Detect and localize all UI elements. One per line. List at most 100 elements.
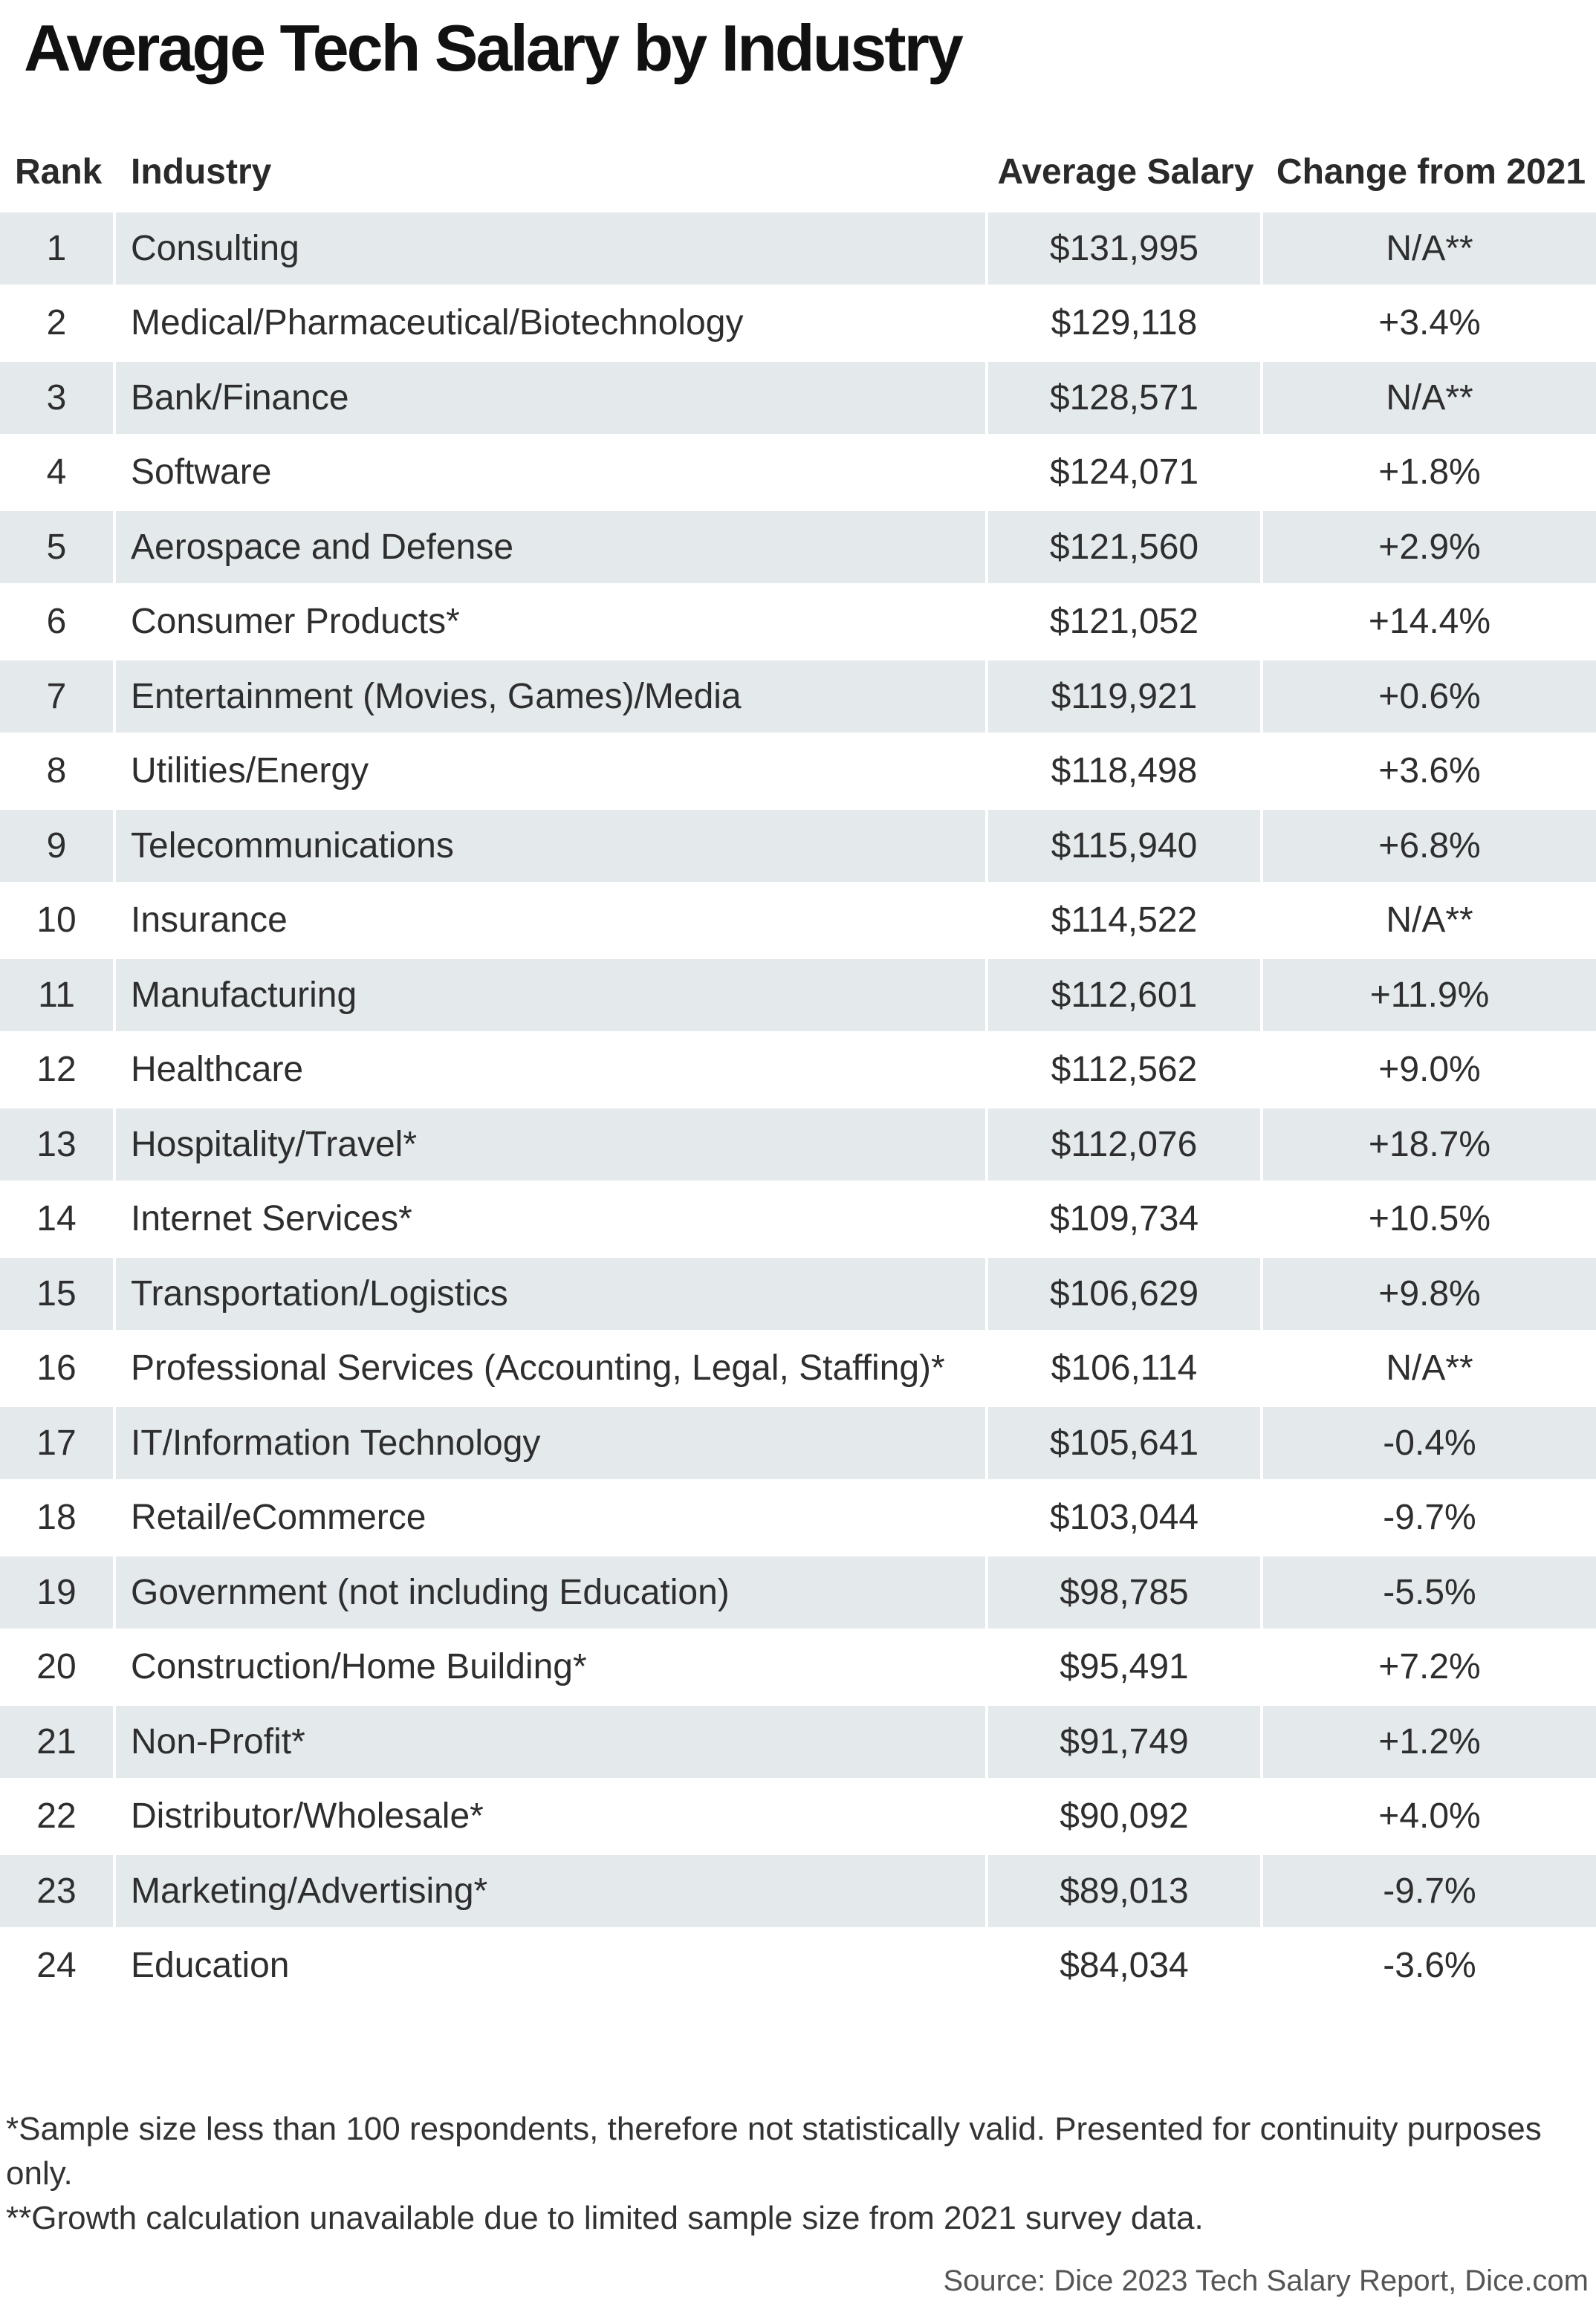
table-row: 6 Consumer Products* $121,052 +14.4% <box>0 585 1596 660</box>
industry-cell: Software <box>131 452 272 493</box>
table-row: 9 Telecommunications $115,940 +6.8% <box>0 808 1596 883</box>
industry-cell: Distributor/Wholesale* <box>131 1796 484 1837</box>
salary-cell: $124,071 <box>1049 452 1199 493</box>
column-header-average-salary: Average Salary <box>997 152 1254 192</box>
page-title: Average Tech Salary by Industry <box>24 11 964 85</box>
industry-cell: Entertainment (Movies, Games)/Media <box>116 660 985 733</box>
salary-cell: $119,921 <box>988 660 1260 733</box>
industry-cell: Retail/eCommerce <box>131 1498 426 1538</box>
footnote-sample-size: *Sample size less than 100 respondents, … <box>6 2111 1542 2192</box>
salary-cell: $112,601 <box>988 959 1260 1031</box>
industry-cell: Telecommunications <box>116 810 985 882</box>
industry-cell: Internet Services* <box>131 1199 412 1239</box>
salary-table: Rank Industry Average Salary Change from… <box>0 134 1596 2003</box>
change-cell: -3.6% <box>1383 1946 1476 1986</box>
table-row: 10 Insurance $114,522 N/A** <box>0 883 1596 958</box>
change-cell: +4.0% <box>1378 1796 1481 1837</box>
table-row: 15 Transportation/Logistics $106,629 +9.8% <box>0 1256 1596 1331</box>
industry-cell: Transportation/Logistics <box>116 1258 985 1330</box>
table-row: 22 Distributor/Wholesale* $90,092 +4.0% <box>0 1779 1596 1854</box>
salary-cell: $90,092 <box>1060 1796 1189 1837</box>
industry-cell: Consumer Products* <box>131 602 460 642</box>
table-row: 17 IT/Information Technology $105,641 -0.4% <box>0 1406 1596 1481</box>
rank-cell: 13 <box>0 1108 113 1181</box>
industry-cell: Marketing/Advertising* <box>116 1855 985 1927</box>
rank-cell: 23 <box>0 1855 113 1927</box>
industry-cell: Education <box>131 1946 290 1986</box>
table-row: 8 Utilities/Energy $118,498 +3.6% <box>0 734 1596 809</box>
rank-cell: 20 <box>36 1647 77 1687</box>
table-row: 2 Medical/Pharmaceutical/Biotechnology $12… <box>0 286 1596 361</box>
rank-cell: 17 <box>0 1407 113 1479</box>
change-cell: +9.0% <box>1378 1050 1481 1090</box>
rank-cell: 19 <box>0 1556 113 1629</box>
industry-cell: Insurance <box>131 900 288 941</box>
salary-cell: $106,629 <box>988 1258 1260 1330</box>
salary-cell: $112,562 <box>1051 1050 1198 1090</box>
table-row: 20 Construction/Home Building* $95,491 +7.2… <box>0 1630 1596 1705</box>
rank-cell: 2 <box>46 303 67 343</box>
salary-cell: $114,522 <box>1051 900 1198 941</box>
column-header-change: Change from 2021 <box>1276 152 1586 192</box>
table-row: 4 Software $124,071 +1.8% <box>0 435 1596 510</box>
change-cell: -5.5% <box>1263 1556 1596 1629</box>
salary-cell: $112,076 <box>988 1108 1260 1181</box>
salary-cell: $128,571 <box>988 362 1260 434</box>
table-row: 18 Retail/eCommerce $103,044 -9.7% <box>0 1481 1596 1556</box>
change-cell: +9.8% <box>1263 1258 1596 1330</box>
industry-cell: Healthcare <box>131 1050 304 1090</box>
salary-cell: $98,785 <box>988 1556 1260 1629</box>
industry-cell: Manufacturing <box>116 959 985 1031</box>
salary-cell: $106,114 <box>1051 1348 1198 1389</box>
table-row: 3 Bank/Finance $128,571 N/A** <box>0 360 1596 435</box>
rank-cell: 12 <box>36 1050 77 1090</box>
salary-cell: $91,749 <box>988 1706 1260 1778</box>
footnote-growth: **Growth calculation unavailable due to … <box>6 2200 1204 2236</box>
salary-cell: $118,498 <box>1051 751 1198 791</box>
change-cell: +14.4% <box>1368 602 1491 642</box>
rank-cell: 11 <box>0 959 113 1031</box>
salary-cell: $121,052 <box>1049 602 1199 642</box>
table-row: 19 Government (not including Education) $9… <box>0 1555 1596 1630</box>
salary-cell: $115,940 <box>988 810 1260 882</box>
rank-cell: 6 <box>46 602 67 642</box>
industry-cell: Medical/Pharmaceutical/Biotechnology <box>131 303 744 343</box>
rank-cell: 15 <box>0 1258 113 1330</box>
salary-cell: $103,044 <box>1049 1498 1199 1538</box>
change-cell: N/A** <box>1386 1348 1473 1389</box>
salary-cell: $109,734 <box>1049 1199 1199 1239</box>
salary-cell: $129,118 <box>1051 303 1198 343</box>
change-cell: N/A** <box>1263 212 1596 285</box>
rank-cell: 5 <box>0 511 113 583</box>
industry-cell: Aerospace and Defense <box>116 511 985 583</box>
change-cell: +18.7% <box>1263 1108 1596 1181</box>
rank-cell: 1 <box>0 212 113 285</box>
rank-cell: 21 <box>0 1706 113 1778</box>
footnotes: *Sample size less than 100 respondents, … <box>6 2107 1589 2241</box>
industry-cell: Hospitality/Travel* <box>116 1108 985 1181</box>
table-row: 7 Entertainment (Movies, Games)/Media $119… <box>0 659 1596 734</box>
source-credit: Source: Dice 2023 Tech Salary Report, Di… <box>943 2264 1589 2297</box>
industry-cell: Government (not including Education) <box>116 1556 985 1629</box>
column-header-industry: Industry <box>131 152 272 192</box>
salary-cell: $131,995 <box>988 212 1260 285</box>
table-row: 12 Healthcare $112,562 +9.0% <box>0 1033 1596 1108</box>
change-cell: N/A** <box>1263 362 1596 434</box>
rank-cell: 16 <box>36 1348 77 1389</box>
rank-cell: 24 <box>36 1946 77 1986</box>
salary-cell: $121,560 <box>988 511 1260 583</box>
change-cell: +6.8% <box>1263 810 1596 882</box>
industry-cell: Utilities/Energy <box>131 751 369 791</box>
salary-cell: $105,641 <box>988 1407 1260 1479</box>
change-cell: +10.5% <box>1368 1199 1491 1239</box>
change-cell: -0.4% <box>1263 1407 1596 1479</box>
table-row: 16 Professional Services (Accounting, Leg… <box>0 1331 1596 1406</box>
change-cell: -9.7% <box>1383 1498 1476 1538</box>
change-cell: +2.9% <box>1263 511 1596 583</box>
salary-cell: $84,034 <box>1060 1946 1189 1986</box>
industry-cell: Bank/Finance <box>116 362 985 434</box>
column-header-rank: Rank <box>15 152 103 192</box>
table-row: 1 Consulting $131,995 N/A** <box>0 211 1596 286</box>
change-cell: +7.2% <box>1378 1647 1481 1687</box>
industry-cell: Consulting <box>116 212 985 285</box>
